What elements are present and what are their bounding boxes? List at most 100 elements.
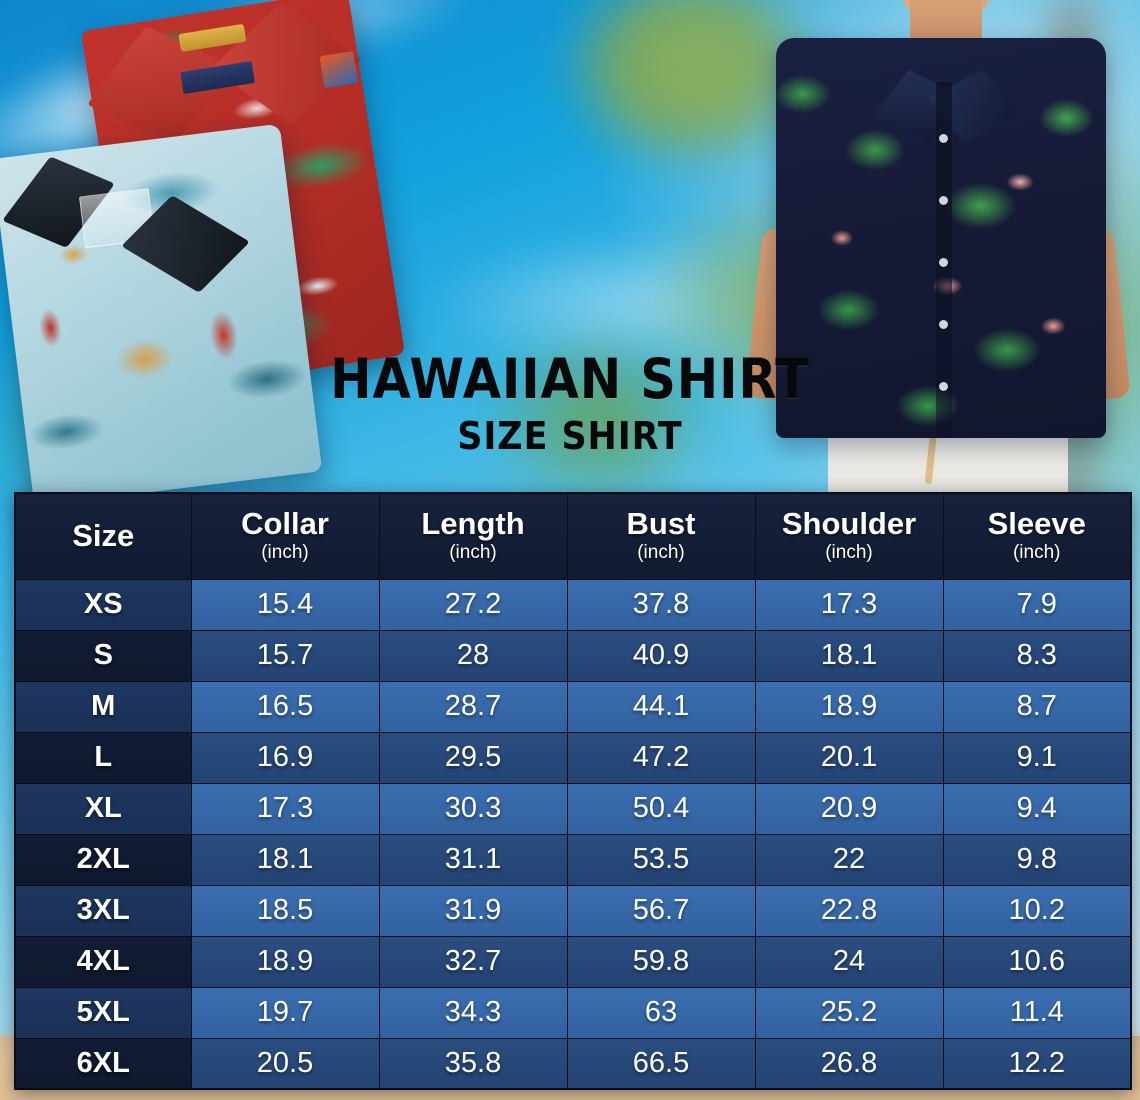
size-label-cell: S bbox=[14, 629, 192, 682]
measurement-cell-bust: 63 bbox=[566, 986, 756, 1039]
table-row: 3XL 18.5 31.9 56.7 22.8 10.2 bbox=[14, 884, 1132, 937]
shirt-button bbox=[939, 382, 948, 391]
measurement-cell-shoulder: 24 bbox=[754, 935, 944, 988]
measurement-cell-collar: 15.7 bbox=[190, 629, 380, 682]
navy-flamingo-shirt-image bbox=[776, 38, 1106, 438]
measurement-cell-bust: 47.2 bbox=[566, 731, 756, 784]
shirt-logo-patch bbox=[319, 51, 359, 88]
column-header-unit: (inch) bbox=[449, 541, 497, 563]
measurement-cell-sleeve: 8.3 bbox=[942, 629, 1132, 682]
column-header-shoulder: Shoulder (inch) bbox=[754, 492, 944, 580]
column-header-label: Size bbox=[72, 517, 135, 553]
measurement-cell-bust: 44.1 bbox=[566, 680, 756, 733]
size-label-cell: 3XL bbox=[14, 884, 192, 937]
measurement-cell-sleeve: 8.7 bbox=[942, 680, 1132, 733]
measurement-cell-sleeve: 9.1 bbox=[942, 731, 1132, 784]
measurement-cell-length: 29.5 bbox=[378, 731, 568, 784]
measurement-cell-length: 31.1 bbox=[378, 833, 568, 886]
measurement-cell-shoulder: 18.9 bbox=[754, 680, 944, 733]
page-title: HAWAIIAN SHIRT bbox=[330, 347, 810, 411]
palm-foliage-decoration bbox=[480, 320, 720, 520]
measurement-cell-collar: 20.5 bbox=[190, 1037, 380, 1090]
shirt-button bbox=[939, 134, 948, 143]
column-header-collar: Collar (inch) bbox=[190, 492, 380, 580]
table-row: 5XL 19.7 34.3 63 25.2 11.4 bbox=[14, 986, 1132, 1039]
measurement-cell-sleeve: 11.4 bbox=[942, 986, 1132, 1039]
measurement-cell-length: 28 bbox=[378, 629, 568, 682]
measurement-cell-shoulder: 22 bbox=[754, 833, 944, 886]
measurement-cell-length: 28.7 bbox=[378, 680, 568, 733]
table-row: XS 15.4 27.2 37.8 17.3 7.9 bbox=[14, 578, 1132, 631]
measurement-cell-collar: 18.1 bbox=[190, 833, 380, 886]
size-label-cell: XL bbox=[14, 782, 192, 835]
measurement-cell-shoulder: 20.9 bbox=[754, 782, 944, 835]
measurement-cell-shoulder: 22.8 bbox=[754, 884, 944, 937]
measurement-cell-length: 31.9 bbox=[378, 884, 568, 937]
size-label-cell: 6XL bbox=[14, 1037, 192, 1090]
table-header-row: Size Collar (inch) Length (inch) Bust (inch) Sh… bbox=[14, 492, 1132, 580]
measurement-cell-collar: 18.5 bbox=[190, 884, 380, 937]
column-header-unit: (inch) bbox=[1012, 541, 1061, 563]
measurement-cell-sleeve: 10.6 bbox=[942, 935, 1132, 988]
table-row: XL 17.3 30.3 50.4 20.9 9.4 bbox=[14, 782, 1132, 835]
measurement-cell-collar: 16.9 bbox=[190, 731, 380, 784]
size-label-cell: L bbox=[14, 731, 192, 784]
measurement-cell-length: 30.3 bbox=[378, 782, 568, 835]
measurement-cell-sleeve: 9.8 bbox=[942, 833, 1132, 886]
measurement-cell-bust: 37.8 bbox=[566, 578, 756, 631]
column-header-unit: (inch) bbox=[261, 541, 309, 563]
shirt-button bbox=[939, 320, 948, 329]
column-header-label: Shoulder bbox=[781, 506, 917, 542]
measurement-cell-bust: 50.4 bbox=[566, 782, 756, 835]
measurement-cell-collar: 18.9 bbox=[190, 935, 380, 988]
size-label-cell: 2XL bbox=[14, 833, 192, 886]
measurement-cell-shoulder: 17.3 bbox=[754, 578, 944, 631]
measurement-cell-bust: 66.5 bbox=[566, 1037, 756, 1090]
measurement-cell-collar: 15.4 bbox=[190, 578, 380, 631]
measurement-cell-shoulder: 20.1 bbox=[754, 731, 944, 784]
measurement-cell-sleeve: 12.2 bbox=[942, 1037, 1132, 1090]
measurement-cell-length: 27.2 bbox=[378, 578, 568, 631]
column-header-label: Bust bbox=[626, 506, 696, 542]
shirt-button bbox=[939, 258, 948, 267]
table-row: L 16.9 29.5 47.2 20.1 9.1 bbox=[14, 731, 1132, 784]
column-header-sleeve: Sleeve (inch) bbox=[942, 492, 1132, 580]
table-row: 2XL 18.1 31.1 53.5 22 9.8 bbox=[14, 833, 1132, 886]
measurement-cell-shoulder: 18.1 bbox=[754, 629, 944, 682]
measurement-cell-bust: 59.8 bbox=[566, 935, 756, 988]
measurement-cell-sleeve: 7.9 bbox=[942, 578, 1132, 631]
size-label-cell: XS bbox=[14, 578, 192, 631]
column-header-bust: Bust (inch) bbox=[566, 492, 756, 580]
measurement-cell-bust: 56.7 bbox=[566, 884, 756, 937]
title-block: HAWAIIAN SHIRT SIZE SHIRT bbox=[300, 347, 840, 458]
blue-hawaiian-shirt-image bbox=[0, 123, 323, 507]
size-label-cell: M bbox=[14, 680, 192, 733]
measurement-cell-bust: 53.5 bbox=[566, 833, 756, 886]
column-header-size: Size bbox=[14, 492, 192, 580]
column-header-label: Collar bbox=[241, 506, 329, 542]
page-subtitle: SIZE SHIRT bbox=[457, 414, 683, 458]
column-header-label: Length bbox=[421, 506, 525, 542]
shirt-button bbox=[939, 196, 948, 205]
column-header-label: Sleeve bbox=[987, 506, 1086, 542]
table-row: M 16.5 28.7 44.1 18.9 8.7 bbox=[14, 680, 1132, 733]
table-row: S 15.7 28 40.9 18.1 8.3 bbox=[14, 629, 1132, 682]
measurement-cell-collar: 16.5 bbox=[190, 680, 380, 733]
measurement-cell-length: 35.8 bbox=[378, 1037, 568, 1090]
column-header-length: Length (inch) bbox=[378, 492, 568, 580]
size-label-cell: 4XL bbox=[14, 935, 192, 988]
measurement-cell-collar: 17.3 bbox=[190, 782, 380, 835]
table-row: 4XL 18.9 32.7 59.8 24 10.6 bbox=[14, 935, 1132, 988]
table-body: XS 15.4 27.2 37.8 17.3 7.9 S 15.7 28 40.9 18.1 8.3 M… bbox=[14, 578, 1132, 1090]
column-header-unit: (inch) bbox=[825, 541, 873, 563]
measurement-cell-bust: 40.9 bbox=[566, 629, 756, 682]
measurement-cell-length: 34.3 bbox=[378, 986, 568, 1039]
size-label-cell: 5XL bbox=[14, 986, 192, 1039]
measurement-cell-shoulder: 26.8 bbox=[754, 1037, 944, 1090]
measurement-cell-collar: 19.7 bbox=[190, 986, 380, 1039]
size-chart-table: Size Collar (inch) Length (inch) Bust (inch) Sh… bbox=[14, 492, 1132, 1090]
measurement-cell-sleeve: 9.4 bbox=[942, 782, 1132, 835]
table-row: 6XL 20.5 35.8 66.5 26.8 12.2 bbox=[14, 1037, 1132, 1090]
column-header-unit: (inch) bbox=[637, 541, 685, 563]
measurement-cell-length: 32.7 bbox=[378, 935, 568, 988]
